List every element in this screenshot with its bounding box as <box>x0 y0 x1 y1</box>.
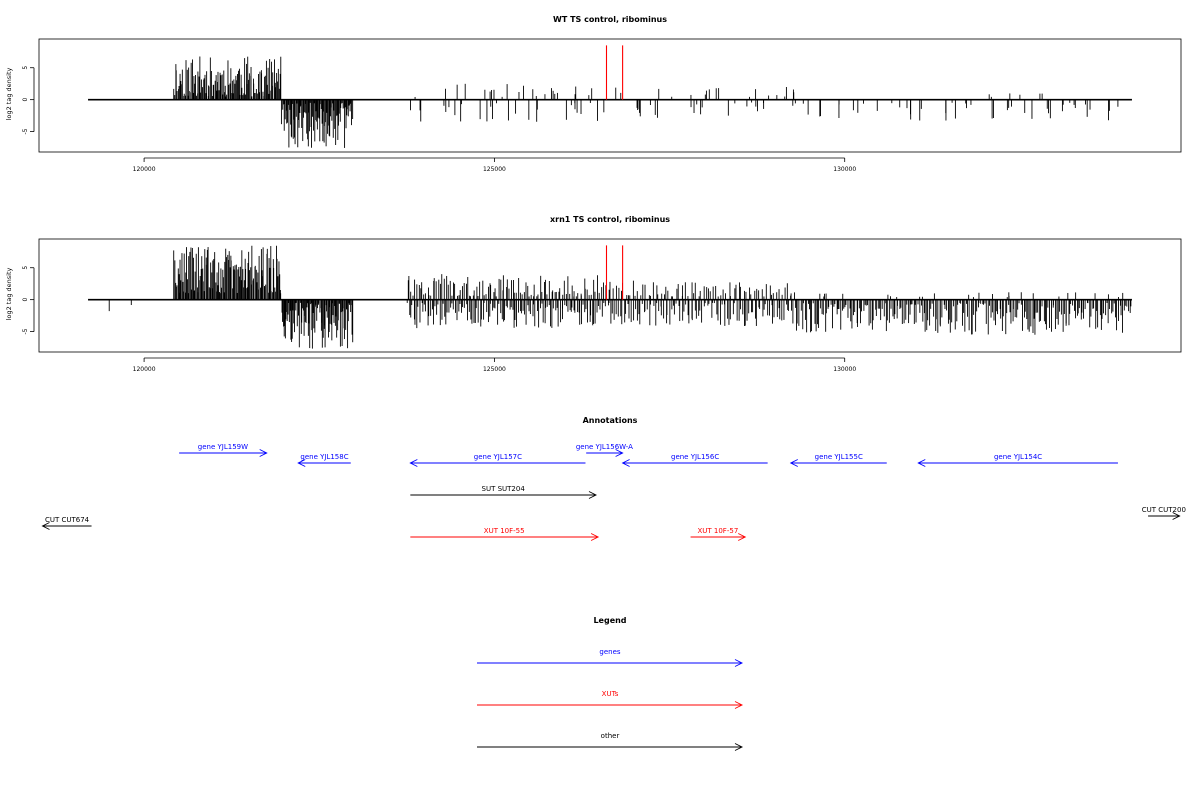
wt-plot-frame <box>38 38 1182 153</box>
wt-y-tick-label: 5 <box>22 66 29 70</box>
annotation-feature: gene YJL156C <box>621 453 768 467</box>
legend-panel: Legend genes XUTs other <box>477 616 744 751</box>
annotation-arrowhead <box>621 459 630 467</box>
xrn1-x-tick-label: 125000 <box>483 366 506 373</box>
legend-label: XUTs <box>602 690 619 698</box>
xrn1-y-tick-label: 0 <box>22 298 29 302</box>
annotations-panel: Annotations gene YJL159W gene YJL158C gene… <box>41 416 1186 541</box>
xrn1-track-title: xrn1 TS control, ribominus <box>550 215 670 224</box>
wt-signal-bars <box>173 56 1119 148</box>
annotation-arrowhead <box>297 459 306 467</box>
xrn1-track-plot: xrn1 TS control, ribominus log2 tag dens… <box>5 215 1182 373</box>
annotation-feature: gene YJL157C <box>409 453 586 467</box>
wt-x-tick-label: 120000 <box>133 166 156 173</box>
annotation-label: SUT SUT204 <box>482 485 526 493</box>
annotation-arrowhead <box>1172 512 1181 520</box>
legend-item-xuts: XUTs <box>477 690 744 709</box>
annotation-arrowhead <box>789 459 798 467</box>
xrn1-signal-bars <box>108 245 1132 349</box>
annotation-feature: CUT CUT200 <box>1142 506 1186 520</box>
annotation-arrowhead <box>588 491 597 499</box>
annotation-feature: CUT CUT674 <box>41 516 92 530</box>
wt-track-y-label: log2 tag density <box>5 68 13 121</box>
legend-arrowhead <box>734 743 744 751</box>
annotations-title: Annotations <box>583 416 638 425</box>
xrn1-y-tick-label: 5 <box>22 266 29 270</box>
annotation-arrowhead <box>738 533 747 541</box>
annotation-feature: gene YJL155C <box>789 453 887 467</box>
annotation-feature: XUT 10F-57 <box>690 527 747 541</box>
annotation-feature: gene YJL158C <box>297 453 351 467</box>
legend-title: Legend <box>593 616 626 625</box>
annotation-arrowhead <box>409 459 418 467</box>
wt-y-tick-label: 0 <box>22 98 29 102</box>
wt-track-plot: WT TS control, ribominus log2 tag densit… <box>5 15 1182 173</box>
annotation-feature: XUT 10F-55 <box>410 527 600 541</box>
wt-y-tick-label: -5 <box>22 128 29 134</box>
annotation-arrowhead <box>590 533 600 541</box>
annotation-label: CUT CUT674 <box>45 516 90 524</box>
annotation-label: gene YJL156W-A <box>576 443 633 451</box>
annotation-label: XUT 10F-55 <box>484 527 525 535</box>
annotation-arrowhead <box>259 449 268 457</box>
wt-x-tick-label: 130000 <box>833 166 856 173</box>
annotation-label: gene YJL157C <box>474 453 522 461</box>
wt-track-title: WT TS control, ribominus <box>553 15 667 24</box>
annotation-feature: gene YJL154C <box>917 453 1118 467</box>
annotation-label: gene YJL156C <box>671 453 719 461</box>
legend-item-genes: genes <box>477 648 744 667</box>
xrn1-plot-frame <box>38 238 1182 353</box>
legend-arrowhead <box>734 659 744 667</box>
annotation-feature: SUT SUT204 <box>410 485 597 499</box>
annotation-label: gene YJL159W <box>198 443 248 451</box>
annotation-label: XUT 10F-57 <box>697 527 738 535</box>
annotation-arrowhead <box>615 449 624 457</box>
legend-arrowhead <box>734 701 744 709</box>
xrn1-track-y-label: log2 tag density <box>5 268 13 321</box>
legend-label: genes <box>599 648 620 656</box>
xrn1-x-tick-label: 130000 <box>833 366 856 373</box>
annotation-feature: gene YJL156W-A <box>576 443 633 457</box>
annotation-arrowhead <box>917 459 926 467</box>
legend-label: other <box>601 732 620 740</box>
annotation-arrowhead <box>41 522 50 530</box>
xrn1-y-tick-label: -5 <box>22 328 29 334</box>
legend-item-other: other <box>477 732 744 751</box>
annotation-label: CUT CUT200 <box>1142 506 1186 514</box>
xrn1-x-tick-label: 120000 <box>133 366 156 373</box>
wt-x-tick-label: 125000 <box>483 166 506 173</box>
annotation-feature: gene YJL159W <box>179 443 268 457</box>
annotation-label: gene YJL158C <box>300 453 348 461</box>
annotation-label: gene YJL154C <box>994 453 1042 461</box>
annotation-label: gene YJL155C <box>815 453 863 461</box>
